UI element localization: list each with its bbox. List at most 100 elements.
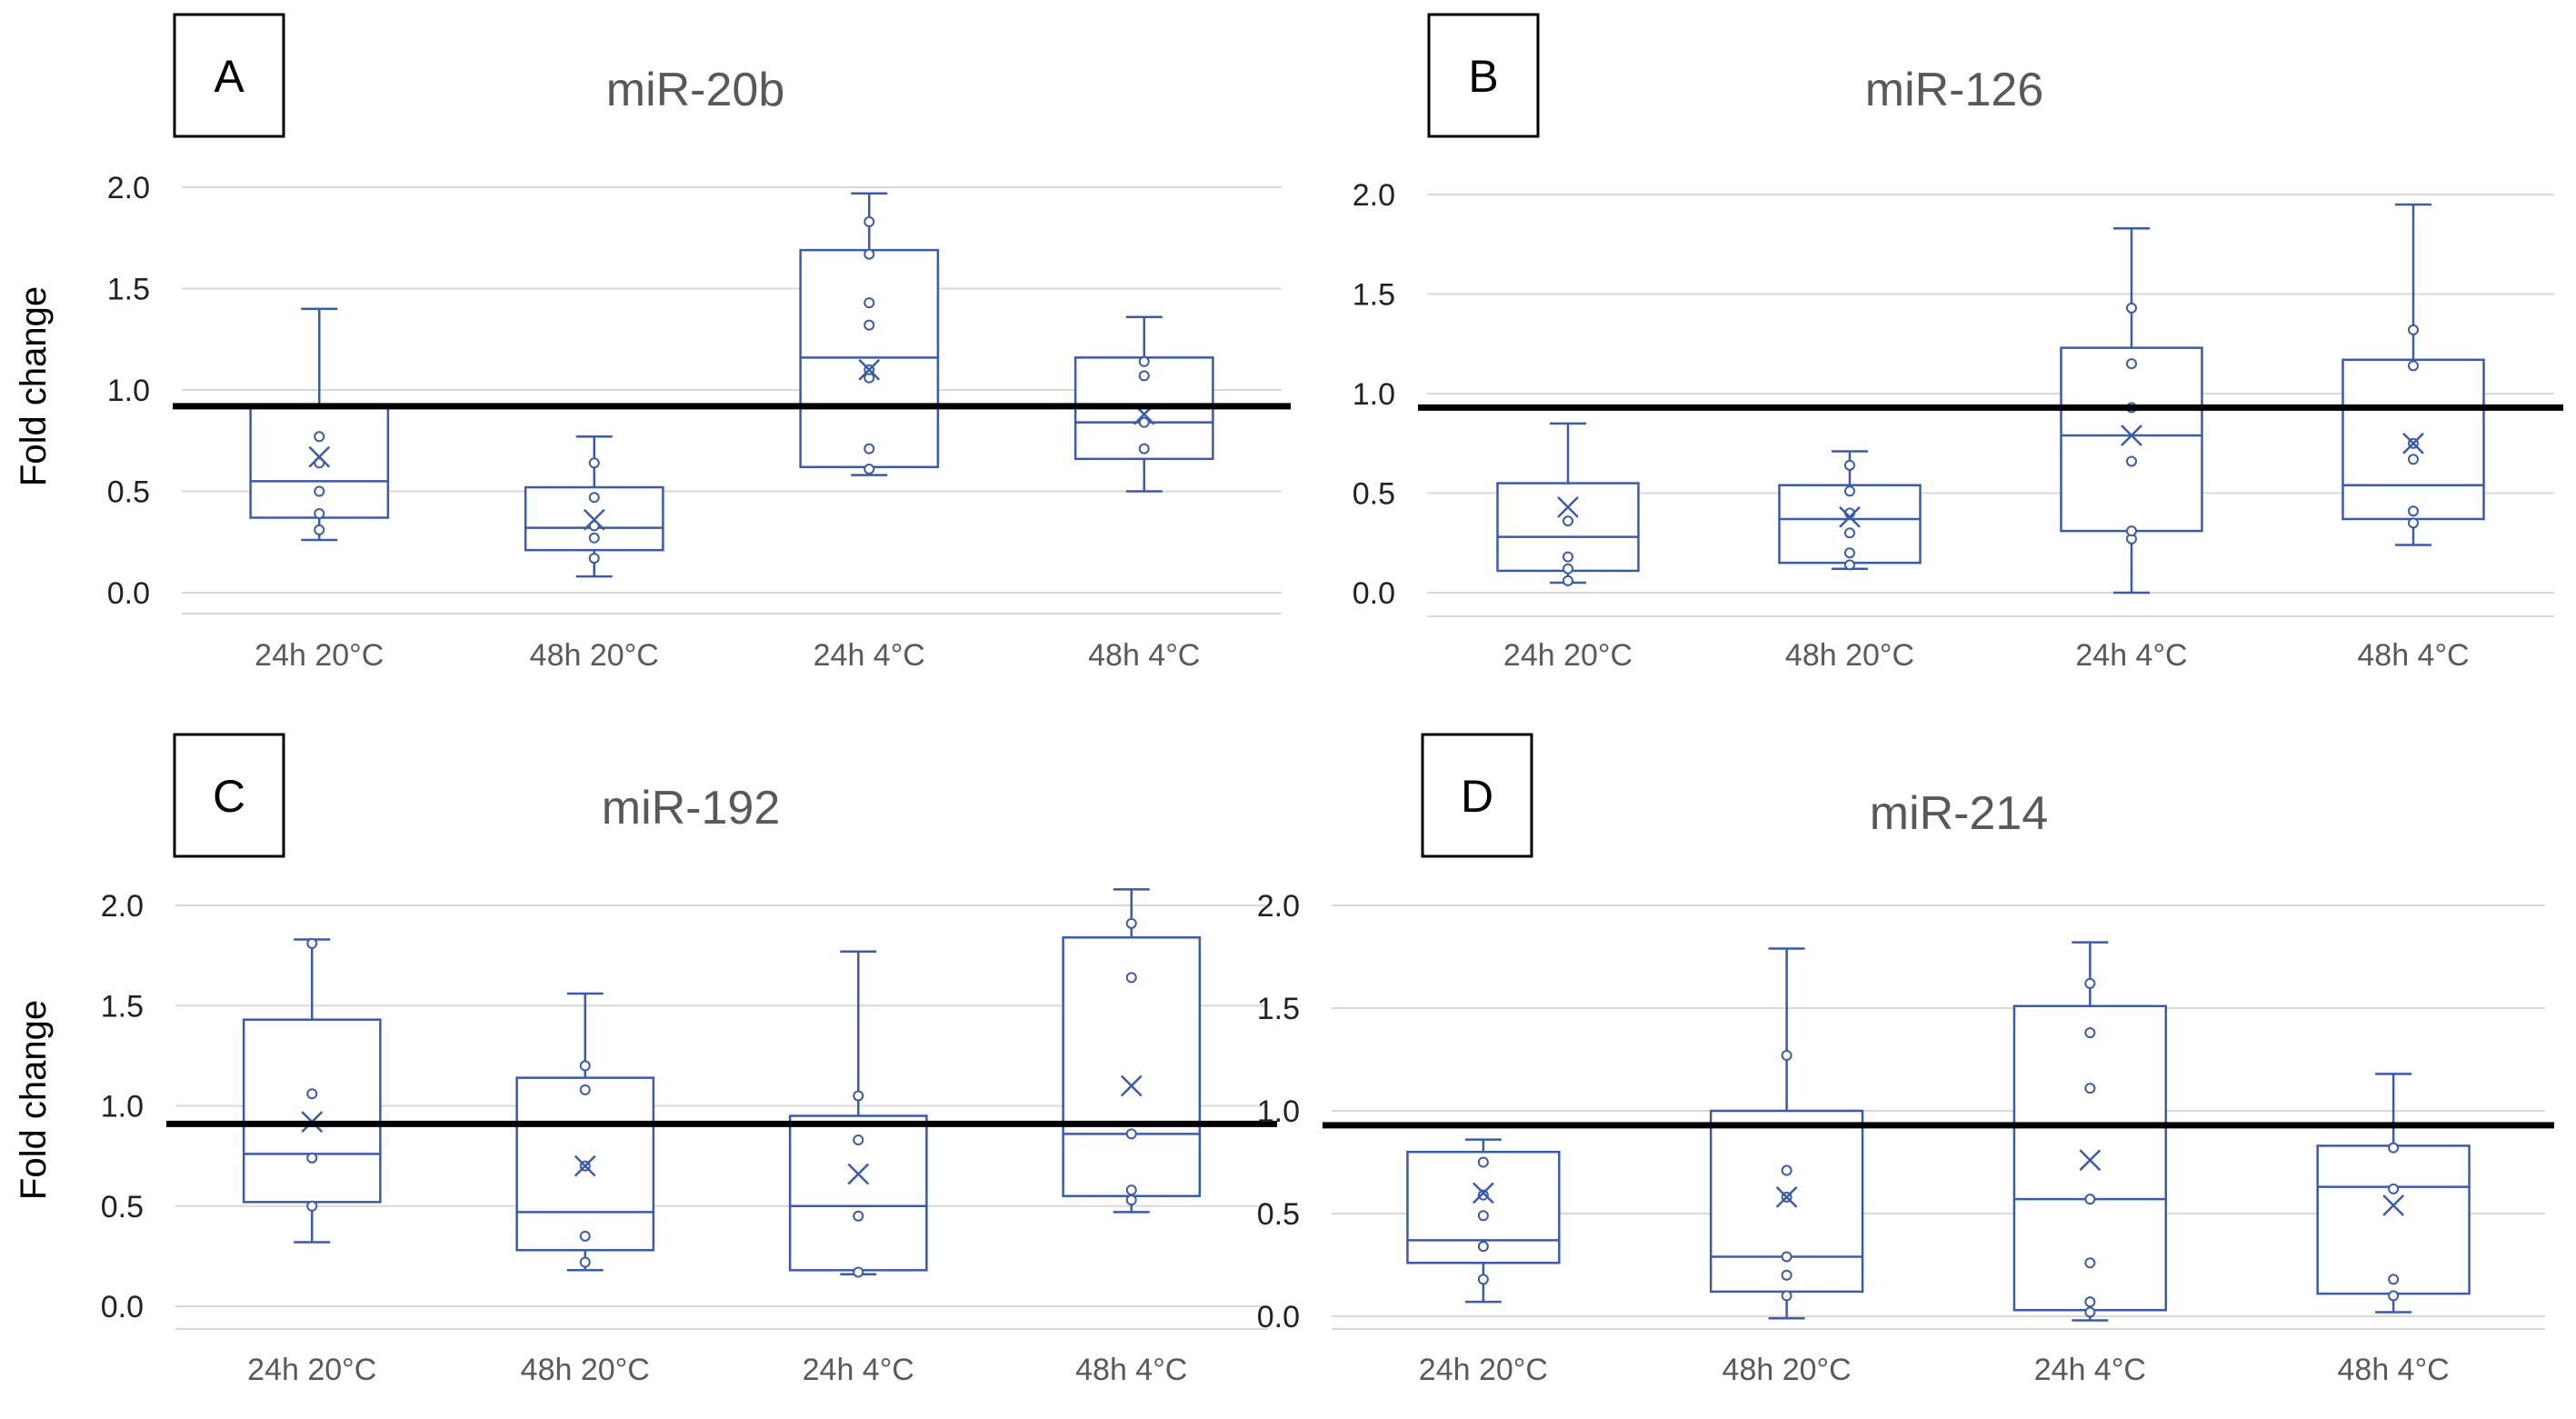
box-3 xyxy=(799,192,940,476)
data-point xyxy=(306,1152,318,1164)
x-category-label: 48h 4°C xyxy=(1075,1353,1187,1387)
data-point xyxy=(1138,443,1150,455)
data-point xyxy=(1781,1251,1792,1263)
data-point xyxy=(853,1090,864,1102)
data-point xyxy=(1125,972,1137,984)
x-category-label: 24h 4°C xyxy=(814,638,925,673)
panel-letter: B xyxy=(1468,51,1498,102)
data-point xyxy=(306,1088,318,1100)
y-tick-label: 0.5 xyxy=(107,475,150,510)
mean-marker xyxy=(574,1154,596,1177)
y-axis-label: Fold change xyxy=(14,286,54,486)
data-point xyxy=(1125,917,1137,929)
panel-letter: D xyxy=(1461,771,1493,822)
box-2 xyxy=(524,435,664,578)
data-point xyxy=(1844,547,1855,559)
x-category-label: 24h 20°C xyxy=(1419,1353,1548,1387)
data-point xyxy=(1125,1194,1137,1206)
box-2 xyxy=(1778,450,1922,571)
iqr-box xyxy=(2316,1144,2471,1295)
y-tick-label: 2.0 xyxy=(101,889,144,924)
y-tick-label: 1.5 xyxy=(101,989,144,1024)
panel-letter-box xyxy=(1427,13,1540,138)
y-tick-label: 1.0 xyxy=(1353,377,1395,412)
data-point xyxy=(864,319,875,331)
data-point xyxy=(1844,485,1855,497)
data-point xyxy=(1138,355,1150,367)
y-tick-label: 2.0 xyxy=(107,171,150,205)
data-point xyxy=(1563,575,1573,586)
data-point xyxy=(853,1266,864,1278)
box-3 xyxy=(2012,941,2168,1322)
data-point xyxy=(2084,1257,2096,1269)
box-2 xyxy=(1709,947,1864,1320)
mean-marker xyxy=(847,1163,870,1185)
x-category-label: 24h 20°C xyxy=(247,1353,376,1387)
x-category-label: 48h 4°C xyxy=(2338,1353,2450,1387)
data-point xyxy=(1781,1049,1792,1061)
data-point xyxy=(1563,551,1573,563)
mean-marker xyxy=(2079,1149,2102,1172)
chart-title: miR-192 xyxy=(602,782,781,834)
x-category-label: 24h 4°C xyxy=(2034,1353,2146,1387)
x-category-label: 48h 20°C xyxy=(521,1353,650,1387)
data-point xyxy=(864,248,875,260)
data-point xyxy=(2388,1274,2400,1285)
mean-marker xyxy=(1775,1186,1798,1208)
box-1 xyxy=(1496,422,1640,586)
data-point xyxy=(1844,459,1855,471)
x-category-label: 24h 4°C xyxy=(2075,638,2187,673)
data-point xyxy=(1563,515,1573,527)
mean-marker xyxy=(858,358,881,381)
data-point xyxy=(314,508,325,520)
data-point xyxy=(579,1060,591,1072)
y-tick-label: 2.0 xyxy=(1353,178,1395,213)
data-point xyxy=(314,431,325,443)
data-point xyxy=(2126,525,2137,537)
data-point xyxy=(1477,1210,1489,1222)
y-tick-label: 1.0 xyxy=(101,1090,144,1124)
data-point xyxy=(2084,1027,2096,1039)
y-tick-label: 0.5 xyxy=(101,1190,144,1224)
data-point xyxy=(1563,563,1573,575)
iqr-box xyxy=(2060,346,2203,533)
data-point xyxy=(2388,1290,2400,1302)
box-4 xyxy=(2341,203,2485,546)
data-point xyxy=(1477,1189,1489,1201)
data-point xyxy=(579,1230,591,1242)
chart-title: miR-20b xyxy=(606,64,785,116)
x-category-label: 24h 20°C xyxy=(255,638,384,673)
mean-marker xyxy=(2121,425,2142,446)
mean-marker xyxy=(1557,495,1579,518)
y-tick-label: 1.5 xyxy=(1257,992,1300,1026)
box-1 xyxy=(242,937,382,1244)
iqr-box xyxy=(242,1018,382,1204)
panel-d: 0.0 0.5 1.0 1.5 2.0 miR-214 D 24h 20°C 48h 20°C 2… xyxy=(1257,733,2554,1387)
y-tick-label: 1.0 xyxy=(1257,1094,1300,1129)
chart-title: miR-126 xyxy=(1865,64,2044,116)
data-point xyxy=(1138,416,1150,428)
data-point xyxy=(2408,360,2419,372)
y-tick-label: 1.0 xyxy=(107,374,150,408)
mean-marker xyxy=(1120,1074,1143,1097)
x-category-label: 24h 4°C xyxy=(803,1353,914,1387)
panel-letter-box xyxy=(173,13,285,138)
box-1 xyxy=(249,307,390,542)
data-point xyxy=(2408,454,2419,465)
panel-a: 0.0 0.5 1.0 1.5 2.0 miR-20b A Fold change 24h 20… xyxy=(14,13,1291,673)
data-point xyxy=(1138,370,1150,382)
data-point xyxy=(1477,1156,1489,1168)
data-point xyxy=(2126,358,2137,370)
x-category-label: 48h 20°C xyxy=(1785,638,1914,673)
data-point xyxy=(2084,1306,2096,1318)
mean-marker xyxy=(308,445,331,468)
y-tick-label: 0.0 xyxy=(107,576,150,611)
panel-letter: A xyxy=(214,51,245,102)
data-point xyxy=(1844,559,1855,571)
data-point xyxy=(2408,324,2419,335)
box-3 xyxy=(2060,226,2203,595)
data-point xyxy=(2126,455,2137,467)
y-tick-label: 0.5 xyxy=(1353,477,1395,512)
data-point xyxy=(2084,1083,2096,1094)
data-point xyxy=(306,1200,318,1212)
